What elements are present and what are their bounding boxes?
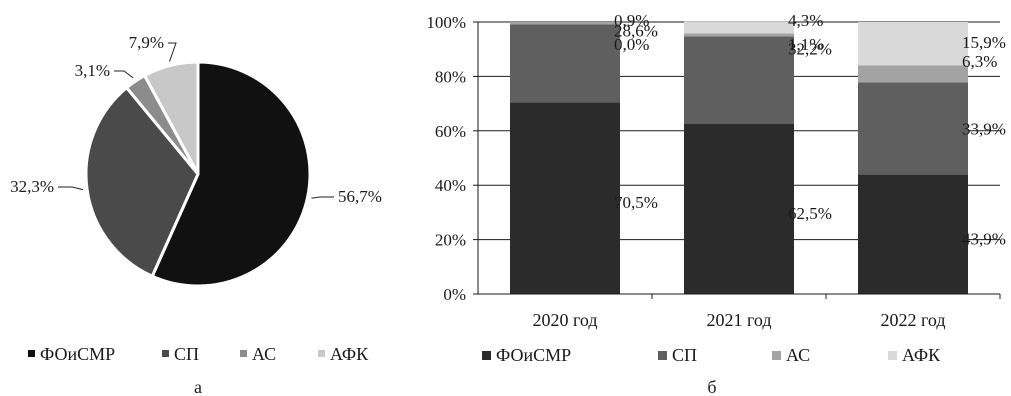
pie-legend: ФОиСМР СП АС АФК xyxy=(28,344,369,364)
pie-chart: 56,7% 32,3% 3,1% 7,9% xyxy=(10,33,382,288)
bar-segment-1-2 xyxy=(684,33,794,37)
bar-legend-label-1: СП xyxy=(672,345,697,365)
pie-legend-swatch-0 xyxy=(28,350,35,357)
pie-legend-label-1: СП xyxy=(174,344,199,364)
pie-legend-swatch-2 xyxy=(240,350,247,357)
bar-data-label-1-0: 62,5% xyxy=(788,204,832,223)
bar-legend-swatch-0 xyxy=(482,351,491,360)
bar-legend-swatch-1 xyxy=(658,351,667,360)
bar-segment-1-3 xyxy=(684,21,794,34)
bar-segment-1-0 xyxy=(684,124,794,294)
pie-legend-swatch-3 xyxy=(318,350,325,357)
pie-leader-line-2 xyxy=(114,70,134,79)
pie-leader-line-1 xyxy=(58,186,84,191)
bar-segment-2-1 xyxy=(858,82,968,175)
pie-data-label-3: 7,9% xyxy=(129,33,164,52)
pie-legend-label-0: ФОиСМР xyxy=(40,344,115,364)
bar-segment-0-2 xyxy=(510,22,620,25)
pie-leader-line-0 xyxy=(311,196,334,199)
bar-segment-2-2 xyxy=(858,65,968,83)
bar-data-label-2-3: 15,9% xyxy=(962,33,1006,52)
pie-legend-swatch-1 xyxy=(162,350,169,357)
pie-data-label-0: 56,7% xyxy=(338,187,382,206)
pie-leader-line-3 xyxy=(168,42,177,62)
bar-segment-0-0 xyxy=(510,102,620,295)
bar-legend-swatch-3 xyxy=(888,351,897,360)
bar-legend: ФОиСМР СП АС АФК xyxy=(482,345,941,365)
bar-segment-1-1 xyxy=(684,36,794,124)
bar-segment-0-1 xyxy=(510,24,620,103)
bar-data-label-1-1: 32,2% xyxy=(788,39,832,58)
pie-data-label-1: 32,3% xyxy=(10,177,54,196)
pie-data-label-2: 3,1% xyxy=(75,61,110,80)
y-tick-label-2: 40% xyxy=(435,176,466,195)
pie-slice-1 xyxy=(84,86,200,278)
pie-slice-3 xyxy=(143,60,200,176)
bar-data-label-2-0: 43,9% xyxy=(962,229,1006,248)
bar-data-label-1-2: 1,1% xyxy=(788,35,823,54)
bar-segment-2-3 xyxy=(858,22,968,66)
pie-legend-label-2: АС xyxy=(252,344,276,364)
y-tick-label-0: 0% xyxy=(443,285,466,304)
bar-legend-label-0: ФОиСМР xyxy=(496,345,571,365)
bar-data-label-0-1: 28,6% xyxy=(614,21,658,40)
bar-data-label-0-0: 70,5% xyxy=(614,193,658,212)
x-tick-label-2: 2022 год xyxy=(880,310,945,330)
y-tick-label-1: 20% xyxy=(435,231,466,250)
stacked-bar-chart: 0% 20% 40% 60% 80% 100% 2020 год 2021 год 2022 … xyxy=(426,11,1006,330)
y-tick-label-5: 100% xyxy=(426,13,466,32)
x-tick-label-0: 2020 год xyxy=(532,310,597,330)
panel-label-a: а xyxy=(194,377,202,396)
y-tick-label-3: 60% xyxy=(435,122,466,141)
bar-legend-swatch-2 xyxy=(772,351,781,360)
bar-legend-label-2: АС xyxy=(786,345,810,365)
bar-data-label-0-3: 0,9% xyxy=(614,11,649,30)
bar-data-label-2-1: 33,9% xyxy=(962,119,1006,138)
pie-slice-0 xyxy=(150,60,312,288)
bar-segment-2-0 xyxy=(858,174,968,294)
bar-legend-label-3: АФК xyxy=(902,345,941,365)
bar-data-label-1-3: 4,3% xyxy=(788,11,823,30)
panel-label-b: б xyxy=(707,377,716,396)
pie-legend-label-3: АФК xyxy=(330,344,369,364)
x-tick-label-1: 2021 год xyxy=(706,310,771,330)
bar-data-label-2-2: 6,3% xyxy=(962,52,997,71)
y-tick-label-4: 80% xyxy=(435,67,466,86)
bar-data-label-0-2: 0,0% xyxy=(614,35,649,54)
